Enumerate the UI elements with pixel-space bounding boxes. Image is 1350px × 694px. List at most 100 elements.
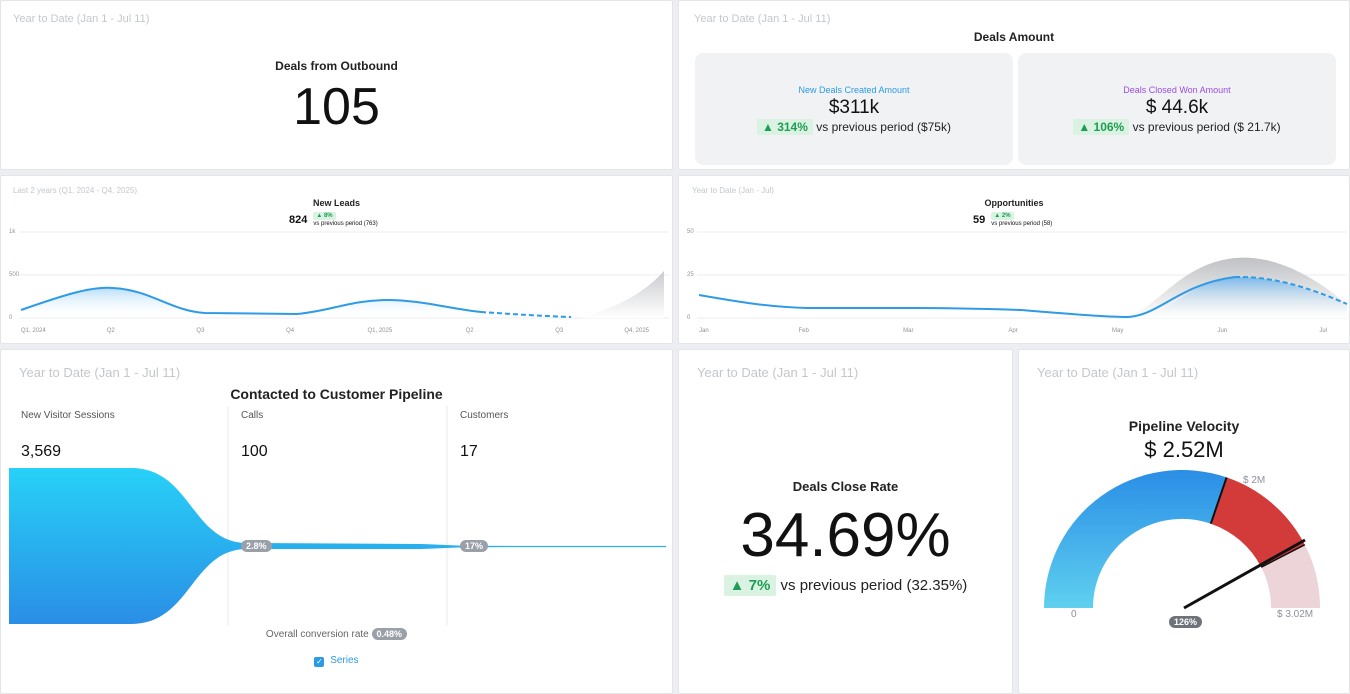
funnel-shape [9, 468, 666, 624]
closed-won-panel: Deals Closed Won Amount $ 44.6k ▲ 106% v… [1018, 53, 1336, 165]
gauge-pct-badge: 126% [1169, 616, 1203, 628]
deals-outbound-card: Year to Date (Jan 1 - Jul 11) Deals from… [0, 0, 673, 170]
leads-line-dashed [480, 311, 572, 318]
x-tick-label: Jan [699, 328, 709, 334]
x-tick-label: Apr [1008, 328, 1017, 334]
closed-won-label: Deals Closed Won Amount [1123, 85, 1231, 95]
close-rate-compare: ▲ 7% vs previous period (32.35%) [679, 575, 1012, 596]
x-tick-label: Mar [903, 328, 913, 334]
closed-won-value: $ 44.6k [1145, 97, 1209, 118]
period-label: Year to Date (Jan 1 - Jul 11) [697, 365, 859, 380]
opp-line-dashed [1234, 275, 1348, 305]
leads-line [20, 286, 482, 316]
compare-text: vs previous period (763) [313, 221, 378, 227]
x-tick-label: Jun [1217, 328, 1227, 334]
card-title: Deals from Outbound [275, 59, 398, 73]
closed-won-compare: ▲ 106% vs previous period ($ 21.7k) [1018, 119, 1336, 135]
compare-text: vs previous period ($75k) [816, 120, 951, 134]
x-tick-label: Feb [798, 328, 809, 334]
leads-forecast-area [581, 271, 664, 318]
funnel-chart [9, 406, 666, 625]
x-tick-label: Q4, 2025 [624, 328, 649, 334]
x-tick-label: Q1, 2025 [368, 328, 393, 334]
kpi-value: 59 [973, 214, 986, 226]
opportunities-card: Year to Date (Jan - Jul) Opportunities 5… [678, 175, 1350, 344]
close-rate-card: Year to Date (Jan 1 - Jul 11) Deals Clos… [678, 349, 1013, 694]
opportunities-chart: 50 25 0 Jan Feb Mar Apr May Jun Jul [687, 229, 1348, 334]
gauge-max-label: $ 3.02M [1277, 609, 1314, 620]
change-badge: ▲ 7% [723, 575, 777, 596]
overall-value-badge: 0.48% [371, 628, 408, 640]
y-tick-label: 0 [687, 315, 691, 321]
compare-text: vs previous period (32.35%) [780, 577, 968, 594]
change-badge: ▲ 106% [1073, 119, 1130, 135]
change-badge: ▲ 2% [991, 212, 1014, 220]
x-tick-label: May [1112, 328, 1123, 334]
y-tick-label: 1k [9, 229, 16, 235]
overall-conversion: Overall conversion rate 0.48% [1, 628, 672, 640]
gauge-mid-label: $ 2M [1243, 475, 1266, 486]
card-title: New Leads [312, 198, 361, 208]
card-title: Deals Close Rate [792, 479, 899, 494]
stage-value-calls: 100 [241, 443, 268, 460]
checkbox-icon[interactable]: ✓ [314, 657, 325, 667]
new-deals-label: New Deals Created Amount [798, 85, 910, 95]
kpi-value: 824 [289, 214, 308, 226]
x-tick-label: Q2 [107, 328, 116, 334]
gauge-pink-segment [1261, 544, 1321, 608]
legend-label: Series [330, 655, 359, 666]
compare-text: vs previous period (58) [991, 221, 1053, 227]
card-title: Pipeline Velocity [1128, 418, 1240, 434]
y-tick-label: 0 [9, 315, 13, 321]
period-label: Year to Date (Jan - Jul) [692, 186, 774, 195]
legend-series[interactable]: ✓ Series [1, 655, 672, 667]
period-label: Year to Date (Jan 1 - Jul 11) [694, 13, 831, 25]
kpi-value: $ 2.52M [1144, 437, 1224, 462]
velocity-card: Year to Date (Jan 1 - Jul 11) Pipeline V… [1018, 349, 1350, 694]
new-deals-panel: New Deals Created Amount $311k ▲ 314% vs… [695, 53, 1013, 165]
card-title: Contacted to Customer Pipeline [230, 386, 443, 402]
stage-label-calls: Calls [241, 410, 264, 421]
x-tick-label: Q3 [196, 328, 205, 334]
kpi-value: 105 [293, 78, 380, 136]
gauge-min-label: 0 [1071, 609, 1077, 620]
card-title: Opportunities [984, 198, 1044, 208]
x-tick-label: Q2 [466, 328, 475, 334]
new-leads-card: Last 2 years (Q1, 2024 - Q4, 2025) New L… [0, 175, 673, 344]
y-tick-label: 50 [687, 229, 694, 235]
rate-customers-badge: 17% [460, 540, 489, 552]
gauge-blue-segment [1044, 469, 1227, 608]
period-label: Last 2 years (Q1, 2024 - Q4, 2025) [13, 186, 138, 195]
x-tick-label: Q4 [286, 328, 295, 334]
new-leads-chart: 1k 500 0 Q1, 2024 Q2 Q3 Q4 Q1, 2025 Q2 Q3 Q4, 202… [9, 229, 669, 334]
x-tick-label: Q3 [555, 328, 564, 334]
kpi-change: ▲ 2% vs previous period (58) [991, 212, 1052, 228]
stage-value-sessions: 3,569 [21, 443, 62, 460]
pipeline-card: Year to Date (Jan 1 - Jul 11) Contacted … [0, 349, 673, 694]
y-tick-label: 500 [9, 272, 20, 278]
overall-label: Overall conversion rate [265, 629, 369, 640]
period-label: Year to Date (Jan 1 - Jul 11) [13, 13, 150, 25]
kpi-value: 34.69% [740, 501, 951, 570]
opps-kpi: 59 ▲ 2% vs previous period (58) [973, 212, 1052, 228]
leads-kpi: 824 ▲ 8% vs previous period (763) [289, 212, 378, 228]
new-deals-value: $311k [828, 97, 880, 118]
gauge-needle [1183, 538, 1306, 610]
x-tick-label: Q1, 2024 [21, 328, 46, 334]
rate-calls-badge: 2.8% [241, 540, 272, 552]
gauge-red-segment [1210, 477, 1305, 568]
opp-area [1149, 276, 1347, 318]
new-deals-compare: ▲ 314% vs previous period ($75k) [695, 119, 1013, 135]
kpi-change: ▲ 8% vs previous period (763) [313, 212, 378, 228]
change-badge: ▲ 314% [757, 119, 813, 135]
y-tick-label: 25 [687, 272, 694, 278]
card-title: Deals Amount [973, 30, 1055, 44]
deals-amount-card: Year to Date (Jan 1 - Jul 11) Deals Amou… [678, 0, 1350, 170]
leads-area [21, 287, 481, 318]
x-tick-label: Jul [1319, 328, 1327, 334]
opp-line [698, 276, 1236, 319]
period-label: Year to Date (Jan 1 - Jul 11) [1037, 365, 1199, 380]
velocity-gauge [1044, 469, 1321, 610]
compare-text: vs previous period ($ 21.7k) [1132, 120, 1281, 134]
stage-label-customers: Customers [460, 410, 509, 421]
